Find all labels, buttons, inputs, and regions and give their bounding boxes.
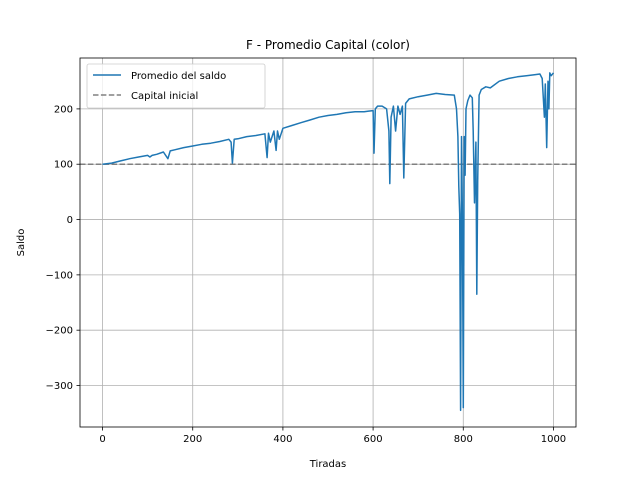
x-tick-label: 0 xyxy=(99,434,105,445)
y-tick-label: 200 xyxy=(54,104,73,115)
y-tick-label: −200 xyxy=(46,326,73,337)
series-layer xyxy=(80,72,576,412)
y-tick-label: −100 xyxy=(46,270,73,281)
legend-box xyxy=(86,63,266,109)
ticks: 0 200 400 600 800 1000 −300 −200 −100 0 100 200 xyxy=(46,104,567,445)
y-axis-label: Saldo xyxy=(16,229,27,257)
y-tick-label: −300 xyxy=(46,381,73,392)
axes-frame xyxy=(79,57,577,428)
legend-label-1: Capital inicial xyxy=(131,91,198,102)
series-line-0 xyxy=(102,72,555,412)
legend-label-0: Promedio del saldo xyxy=(131,71,226,82)
x-tick-label: 1000 xyxy=(541,434,566,445)
x-tick-label: 400 xyxy=(273,434,292,445)
x-tick-label: 200 xyxy=(183,434,202,445)
y-tick-label: 0 xyxy=(67,215,73,226)
chart-title: F - Promedio Capital (color) xyxy=(246,38,410,52)
x-tick-label: 800 xyxy=(454,434,473,445)
x-axis-label: Tiradas xyxy=(309,459,347,470)
x-tick-label: 600 xyxy=(364,434,383,445)
legend: Promedio del saldo Capital inicial xyxy=(86,63,266,109)
y-tick-label: 100 xyxy=(54,160,73,171)
